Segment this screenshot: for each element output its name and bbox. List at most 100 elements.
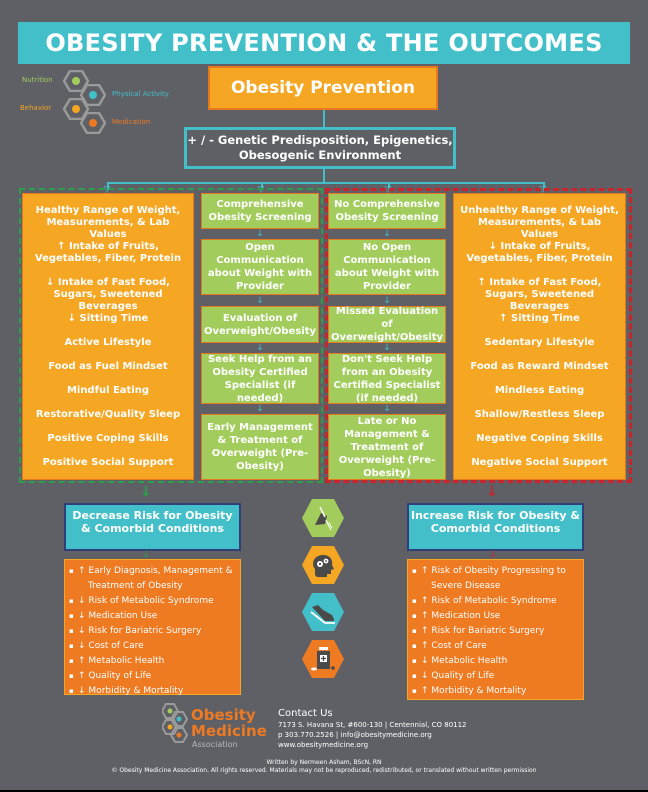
red-arrow-down-icon: ↓ [486, 484, 498, 500]
increase-risk-heading: Increase Risk for Obesity & Comorbid Con… [407, 503, 584, 551]
healthy-behaviors-box: Healthy Range of Weight, Measurements, &… [22, 193, 194, 480]
physical-activity-shoe-icon [301, 592, 345, 632]
list-item: ▪ ↑ Metabolic Health [69, 656, 165, 666]
unhealthy-item: Shallow/Restless Sleep [474, 409, 605, 420]
healthy-item: Active Lifestyle [64, 337, 152, 348]
genetic-line-1: + / - Genetic Predisposition, Epigenetic… [187, 133, 453, 147]
unhealthy-item: Unhealthy Range of Weight, Measurements,… [460, 205, 619, 240]
list-item: ▪ ↓ Cost of Care [69, 641, 144, 651]
nutrition-dot-icon [72, 77, 80, 85]
unhealthy-item: ↓ Intake of Fruits, Vegetables, Fiber, P… [466, 241, 613, 264]
healthy-item: ↓ Intake of Fast Food, Sugars, Sweetened… [46, 277, 170, 312]
author-line: Written by Nermeen Asham, BScN, RN [266, 759, 382, 766]
medication-dot-icon [89, 119, 97, 127]
hex-outline-icon [79, 83, 107, 107]
healthy-path-group [19, 188, 323, 483]
care-step-positive: Seek Help from an Obesity Certified Spec… [201, 353, 319, 404]
logo-word-1: Obesity [191, 706, 256, 724]
care-step-negative: No Open Communication about Weight with … [328, 239, 446, 295]
behavior-brain-icon [301, 545, 345, 585]
list-item: ▪ ↓ Morbidity & Mortality [69, 686, 184, 696]
legend-medication-label: Medication [112, 118, 151, 126]
care-step-negative: No Comprehensive Obesity Screening [328, 193, 446, 229]
list-item: ▪ ↑ Early Diagnosis, Management & [69, 566, 233, 576]
unhealthy-path-group [325, 188, 632, 483]
behavior-dot-icon [72, 105, 80, 113]
legend-behavior-label: Behavior [20, 104, 52, 112]
credits: Written by Nermeen Asham, BScN, RN © Obe… [0, 759, 648, 775]
healthy-item: Healthy Range of Weight, Measurements, &… [35, 205, 181, 240]
list-item: ▪ ↑ Risk of Obesity Progressing to [412, 566, 566, 576]
legend-nutrition-label: Nutrition [22, 76, 53, 84]
arrow-down-icon: ↓ [256, 296, 264, 306]
nutrition-icon [301, 498, 345, 538]
connector-line [543, 182, 545, 190]
unhealthy-item: Negative Coping Skills [476, 433, 603, 444]
hex-outline-icon [79, 111, 107, 135]
arrow-down-icon: ↓ [256, 343, 264, 353]
healthy-item: Food as Fuel Mindset [48, 361, 168, 372]
contact-info: Contact Us 7173 S. Havana St, #600-130 |… [278, 708, 467, 750]
oma-logo: Obesity Medicine Association [162, 703, 272, 753]
arrow-down-icon: ↓ [383, 343, 391, 353]
care-step-positive: Early Management & Treatment of Overweig… [201, 414, 319, 480]
list-item: ▪ ↓ Metabolic Health [412, 656, 508, 666]
list-item: ▪ ↑ Risk of Metabolic Syndrome [412, 596, 557, 606]
unhealthy-behaviors-box: Unhealthy Range of Weight, Measurements,… [453, 193, 626, 480]
list-item: ▪ ↑ Risk for Bariatric Surgery [412, 626, 545, 636]
list-item-continuation: Treatment of Obesity [88, 581, 183, 591]
healthy-item: ↑ Intake of Fruits, Vegetables, Fiber, P… [34, 241, 182, 264]
unhealthy-item: Mindless Eating [494, 385, 585, 396]
list-item: ▪ ↑ Medication Use [412, 611, 501, 621]
arrow-down-icon: ↓ [383, 404, 391, 414]
decrease-risk-heading: Decrease Risk for Obesity & Comorbid Con… [64, 503, 241, 551]
list-item: ▪ ↑ Morbidity & Mortality [412, 686, 527, 696]
copyright-line: © Obesity Medicine Association. All righ… [111, 767, 537, 774]
healthy-item: ↓ Sitting Time [67, 313, 149, 324]
unhealthy-item: Food as Reward Mindset [470, 361, 609, 372]
physical-activity-dot-icon [89, 91, 97, 99]
arrow-down-icon: ▽ [103, 185, 111, 195]
connector-line [107, 182, 109, 190]
care-step-positive: Open Communication about Weight with Pro… [201, 239, 319, 295]
care-step-negative: Don't Seek Help from an Obesity Certifie… [328, 353, 446, 404]
arrow-down-icon: ↓ [256, 229, 264, 239]
connector-line [388, 182, 390, 190]
connector-line [261, 182, 263, 190]
logo-word-3: Association [192, 740, 238, 749]
healthy-item: Restorative/Quality Sleep [35, 409, 181, 420]
green-arrow-down-icon: ↓ [142, 550, 150, 560]
unhealthy-item: Negative Social Support [471, 457, 608, 468]
unhealthy-item: ↑ Sitting Time [499, 313, 580, 324]
care-step-positive: Evaluation of Overweight/Obesity [201, 306, 319, 343]
unhealthy-item: Sedentary Lifestyle [484, 337, 595, 348]
care-step-negative: Late or No Management & Treatment of Ove… [328, 414, 446, 480]
list-item: ▪ ↓ Risk of Metabolic Syndrome [69, 596, 214, 606]
healthy-item: Positive Social Support [42, 457, 174, 468]
healthy-item: Mindful Eating [66, 385, 150, 396]
contact-title: Contact Us [278, 708, 333, 719]
increase-risk-list: ▪ ↑ Risk of Obesity Progressing to Severe… [407, 559, 584, 700]
contact-website[interactable]: www.obesitymedicine.org [278, 741, 369, 749]
care-step-positive: Comprehensive Obesity Screening [201, 193, 319, 229]
arrow-down-icon: ↓ [383, 296, 391, 306]
genetic-factors-box: + / - Genetic Predisposition, Epigenetic… [184, 127, 456, 169]
healthy-item: Positive Coping Skills [47, 433, 169, 444]
connector-line [107, 182, 544, 184]
green-arrow-down-icon: ↓ [140, 484, 152, 500]
contact-address: 7173 S. Havana St, #600-130 | Centennial… [278, 721, 467, 729]
arrow-down-icon: ↓ [256, 404, 264, 414]
list-item: ▪ ↑ Cost of Care [412, 641, 487, 651]
list-item-continuation: Severe Disease [431, 581, 501, 591]
care-step-negative: Missed Evaluation of Overweight/Obesity [328, 306, 446, 343]
pillar-legend: Nutrition Physical Activity Behavior Med… [0, 64, 210, 135]
arrow-down-icon: ↓ [383, 229, 391, 239]
list-item: ▪ ↓ Quality of Life [412, 671, 495, 681]
genetic-line-2: Obesogenic Environment [238, 148, 402, 162]
contact-phone-email[interactable]: p 303.770.2526 | info@obesitymedicine.or… [278, 731, 432, 739]
connector-line [323, 169, 325, 183]
list-item: ▪ ↑ Quality of Life [69, 671, 152, 681]
legend-physical-activity-label: Physical Activity [112, 90, 169, 98]
red-arrow-down-icon: ↓ [489, 550, 497, 560]
